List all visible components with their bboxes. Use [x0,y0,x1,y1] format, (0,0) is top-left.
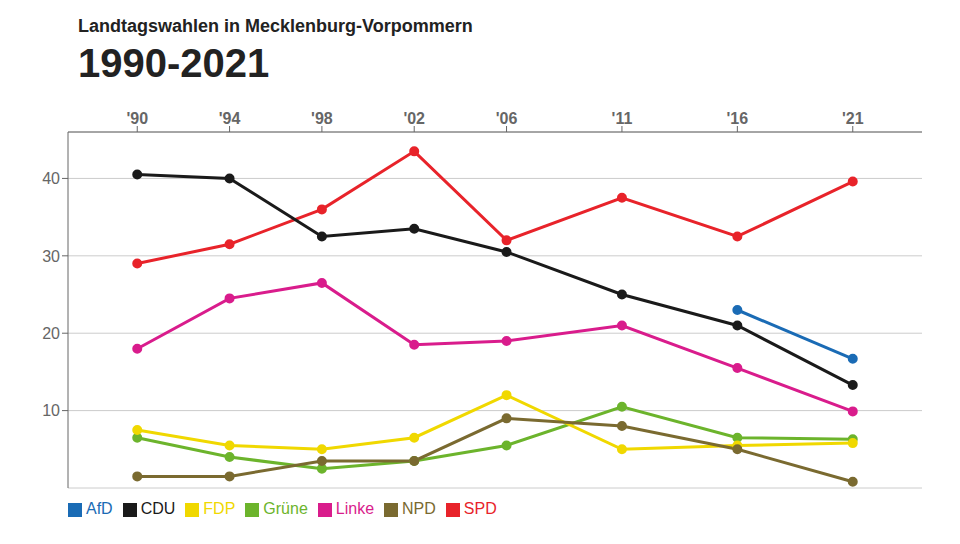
html-text:Landtagswahlen in Mecklenburg-: Landtagswahlen in Mecklenburg-Vorpommern [78,16,473,36]
svg-text:'21: '21 [842,110,864,127]
svg-text:'90: '90 [126,110,148,127]
svg-text:10: 10 [42,402,60,419]
svg-text:'94: '94 [219,110,241,127]
svg-text:40: 40 [42,170,60,187]
svg-text:'98: '98 [311,110,333,127]
html-text:NPD: NPD [402,500,436,517]
svg-text:'11: '11 [612,110,633,127]
html-text:Linke: Linke [335,500,375,517]
svg-text:'16: '16 [727,110,749,127]
svg-text:30: 30 [42,248,60,265]
html-text:Grüne: Grüne [263,500,308,517]
html-text:CDU: CDU [140,500,176,517]
svg-text:'06: '06 [496,110,518,127]
html-text:FDP: FDP [203,500,236,517]
svg-text:'02: '02 [403,110,425,127]
svg-text:20: 20 [42,325,60,342]
html-text:AfD: AfD [86,500,113,517]
html-text:SPD: SPD [463,500,497,517]
html-text:1990-2021: 1990-2021 [78,41,270,85]
